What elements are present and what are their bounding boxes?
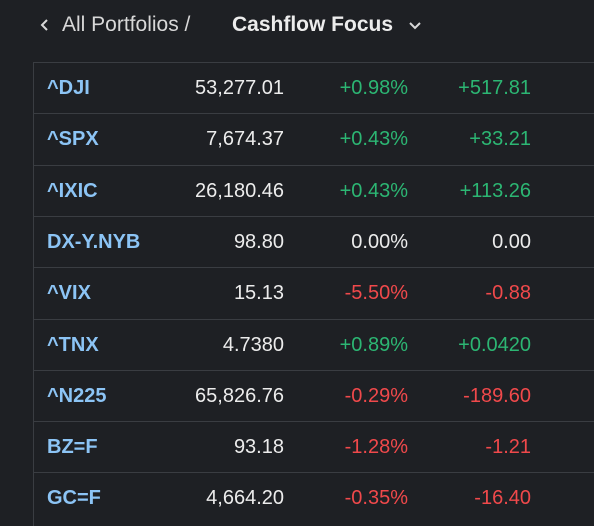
quote-table: ^DJI 53,277.01 +0.98% +517.81 ^SPX 7,674.37 +0… xyxy=(33,62,594,526)
dropdown-icon[interactable] xyxy=(408,18,422,32)
price: 15.13 xyxy=(233,282,284,305)
change: +0.0420 xyxy=(458,333,531,356)
back-icon[interactable] xyxy=(38,18,52,32)
symbol[interactable]: ^VIX xyxy=(47,282,91,305)
change-percent: +0.43% xyxy=(339,128,408,151)
change: -16.40 xyxy=(474,487,531,510)
change-percent: 0.00% xyxy=(351,230,408,253)
symbol[interactable]: BZ=F xyxy=(47,436,98,459)
change: -1.21 xyxy=(485,436,531,459)
change: -189.60 xyxy=(463,384,531,407)
change-percent: -1.28% xyxy=(344,436,408,459)
symbol[interactable]: ^TNX xyxy=(47,333,99,356)
symbol[interactable]: ^IXIC xyxy=(47,179,98,202)
price: 4.7380 xyxy=(222,333,284,356)
symbol[interactable]: ^DJI xyxy=(47,77,90,99)
breadcrumb[interactable]: All Portfolios / xyxy=(62,13,191,36)
quote-row[interactable]: GC=F 4,664.20 -0.35% -16.40 xyxy=(34,472,594,524)
change-percent: -0.35% xyxy=(344,487,408,510)
price: 7,674.37 xyxy=(206,128,284,151)
quote-row[interactable]: ^IXIC 26,180.46 +0.43% +113.26 xyxy=(34,164,594,217)
quote-row[interactable]: ^DJI 53,277.01 +0.98% +517.81 xyxy=(34,62,594,114)
change-percent: +0.43% xyxy=(339,179,408,202)
change-percent: -5.50% xyxy=(344,282,408,305)
change: +113.26 xyxy=(459,179,531,202)
portfolio-title[interactable]: Cashflow Focus xyxy=(232,13,394,36)
change: +33.21 xyxy=(469,128,531,151)
price: 65,826.76 xyxy=(195,384,284,407)
change-percent: +0.98% xyxy=(339,77,408,99)
change: -0.88 xyxy=(485,282,531,305)
symbol[interactable]: ^SPX xyxy=(47,128,99,151)
price: 98.80 xyxy=(233,230,284,253)
price: 4,664.20 xyxy=(206,487,284,510)
price: 93.18 xyxy=(233,436,284,459)
symbol[interactable]: ^N225 xyxy=(47,384,107,407)
change: 0.00 xyxy=(492,230,531,253)
quote-row[interactable]: ^TNX 4.7380 +0.89% +0.0420 xyxy=(34,318,594,371)
header: All Portfolios / Cashflow Focus xyxy=(0,0,594,50)
change: +517.81 xyxy=(458,77,531,99)
quote-row[interactable]: ^N225 65,826.76 -0.29% -189.60 xyxy=(34,369,594,422)
price: 26,180.46 xyxy=(195,179,284,202)
change-percent: +0.89% xyxy=(339,333,408,356)
quote-row[interactable]: BZ=F 93.18 -1.28% -1.21 xyxy=(34,421,594,473)
price: 53,277.01 xyxy=(195,77,284,99)
quote-row[interactable]: DX-Y.NYB 98.80 0.00% 0.00 xyxy=(34,215,594,268)
symbol[interactable]: DX-Y.NYB xyxy=(47,230,141,253)
quote-row[interactable]: ^SPX 7,674.37 +0.43% +33.21 xyxy=(34,113,594,165)
symbol[interactable]: GC=F xyxy=(47,487,101,510)
quote-row[interactable]: ^VIX 15.13 -5.50% -0.88 xyxy=(34,267,594,319)
change-percent: -0.29% xyxy=(344,384,408,407)
